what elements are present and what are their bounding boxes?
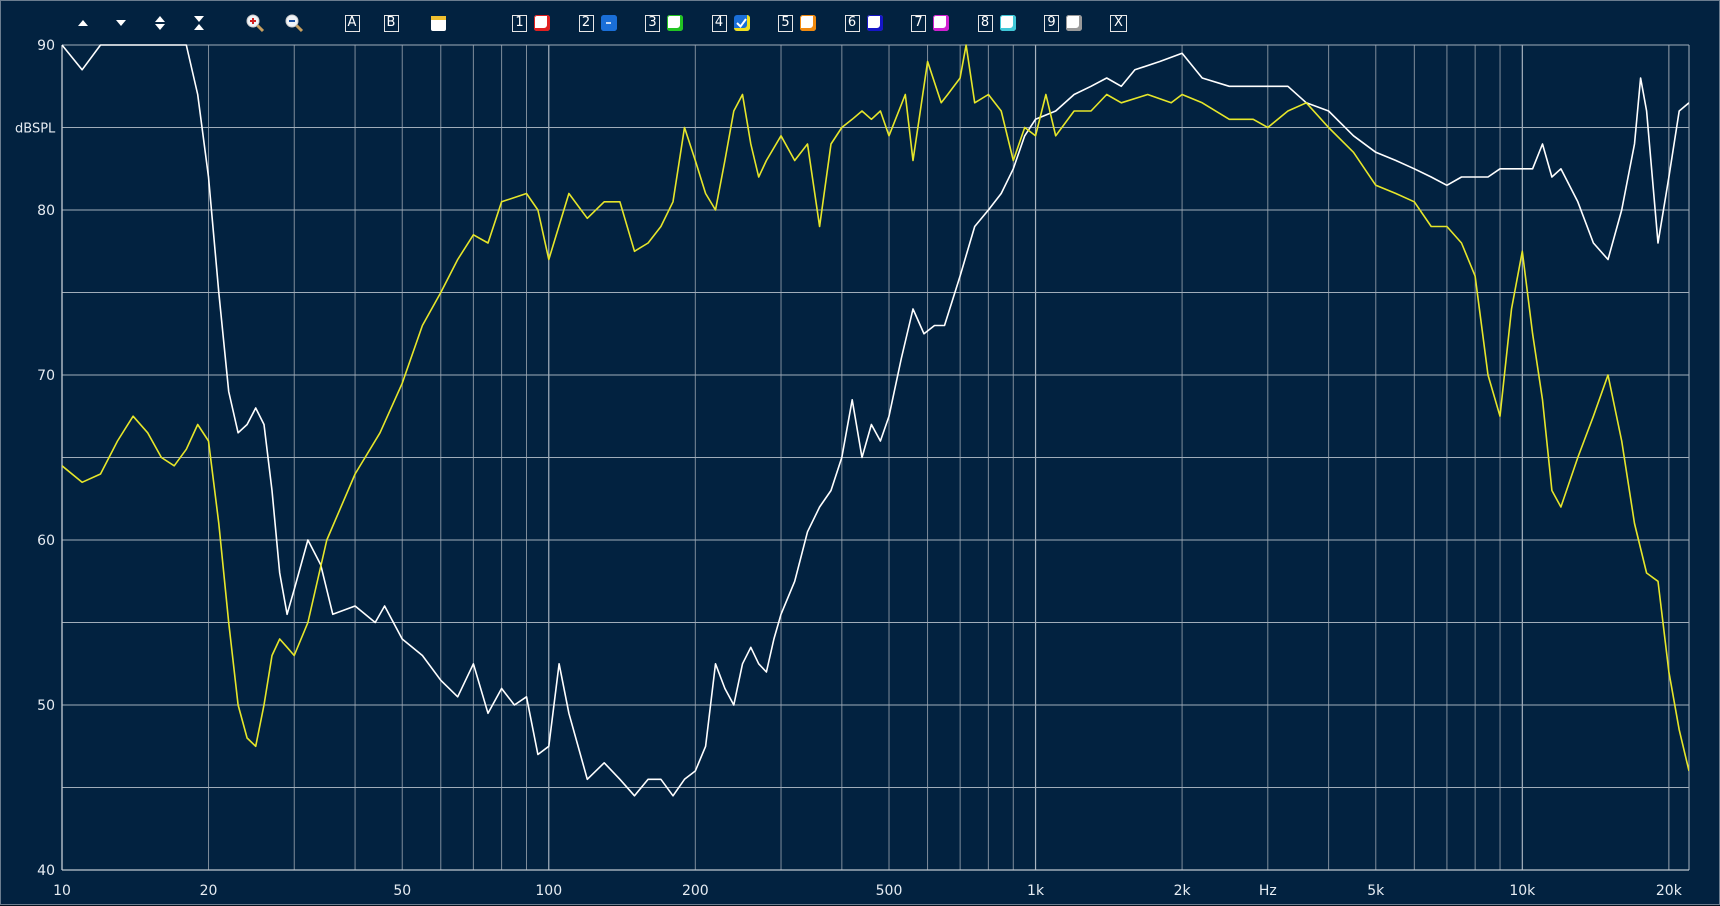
close-icon: X	[1110, 14, 1127, 32]
x-tick-label: 100	[535, 883, 562, 899]
y-tick-label: 70	[37, 368, 55, 384]
expand-vertical-icon[interactable]	[148, 11, 172, 35]
compress-vertical-icon[interactable]	[187, 11, 211, 35]
curve-toggle-1[interactable]: 1	[512, 11, 550, 35]
curve-number-label: 6	[844, 14, 860, 32]
color-swatch-icon[interactable]	[866, 15, 883, 31]
x-tick-label: 10k	[1509, 883, 1536, 899]
x-tick-label: 500	[876, 883, 903, 899]
cursor-a-button[interactable]: A	[340, 11, 364, 35]
x-tick-label: 10	[53, 883, 71, 899]
x-tick-label: 20	[200, 883, 218, 899]
series-line-2	[62, 44, 1689, 772]
curve-number-label: 7	[911, 14, 926, 32]
curve-number-label: 4	[711, 14, 727, 32]
curve-toggle-5[interactable]: 5	[778, 11, 816, 35]
cursor-b-button[interactable]: B	[379, 11, 403, 35]
toolbar: A B 1 2 3 4 5 6 7 8 9 X	[1, 1, 1720, 45]
zoom-out-icon[interactable]	[282, 11, 306, 35]
series-line-1	[62, 44, 1689, 797]
close-button[interactable]: X	[1110, 11, 1127, 35]
curve-toggle-3[interactable]: 3	[645, 11, 683, 35]
overlay-icon[interactable]	[427, 11, 451, 35]
color-swatch-icon[interactable]	[534, 15, 550, 31]
y-tick-label: 80	[37, 203, 55, 219]
color-swatch-icon[interactable]	[800, 15, 816, 31]
x-tick-label: 20k	[1656, 883, 1683, 899]
curve-toggle-2[interactable]: 2	[578, 11, 617, 35]
y-tick-label: 50	[37, 698, 55, 714]
move-down-icon[interactable]	[109, 11, 133, 35]
move-up-icon[interactable]	[71, 11, 95, 35]
curve-number-label: 1	[512, 14, 527, 32]
color-swatch-icon[interactable]	[999, 15, 1016, 31]
y-axis-label: dBSPL	[15, 122, 56, 137]
curve-number-label: 2	[578, 14, 594, 32]
x-tick-label: 1k	[1027, 883, 1045, 899]
x-tick-label: 200	[682, 883, 709, 899]
curve-number-label: 5	[778, 14, 793, 32]
curve-number-label: 9	[1044, 14, 1059, 32]
curve-number-label: 3	[645, 14, 660, 32]
curve-toggle-4[interactable]: 4	[711, 11, 750, 35]
curve-toggle-8[interactable]: 8	[977, 11, 1016, 35]
x-tick-label: 2k	[1174, 883, 1192, 899]
curve-toggle-6[interactable]: 6	[844, 11, 883, 35]
color-swatch-icon[interactable]	[667, 15, 683, 31]
checkbox-checked-icon[interactable]	[733, 15, 750, 31]
color-swatch-icon[interactable]	[1066, 15, 1082, 31]
y-tick-label: 90	[37, 38, 55, 54]
color-swatch-icon[interactable]	[600, 15, 617, 31]
x-tick-label: 50	[393, 883, 411, 899]
y-tick-label: 60	[37, 533, 55, 549]
cursor-a-label: A	[344, 14, 360, 32]
y-tick-label: 40	[37, 863, 55, 879]
grid	[61, 44, 1690, 871]
x-tick-label: 5k	[1367, 883, 1385, 899]
curve-number-label: 8	[977, 14, 993, 32]
x-axis-unit-label: Hz	[1259, 883, 1277, 899]
zoom-in-icon[interactable]	[243, 11, 267, 35]
curve-toggle-9[interactable]: 9	[1044, 11, 1082, 35]
cursor-b-label: B	[383, 14, 399, 32]
color-swatch-icon[interactable]	[933, 15, 949, 31]
curve-toggle-7[interactable]: 7	[911, 11, 949, 35]
